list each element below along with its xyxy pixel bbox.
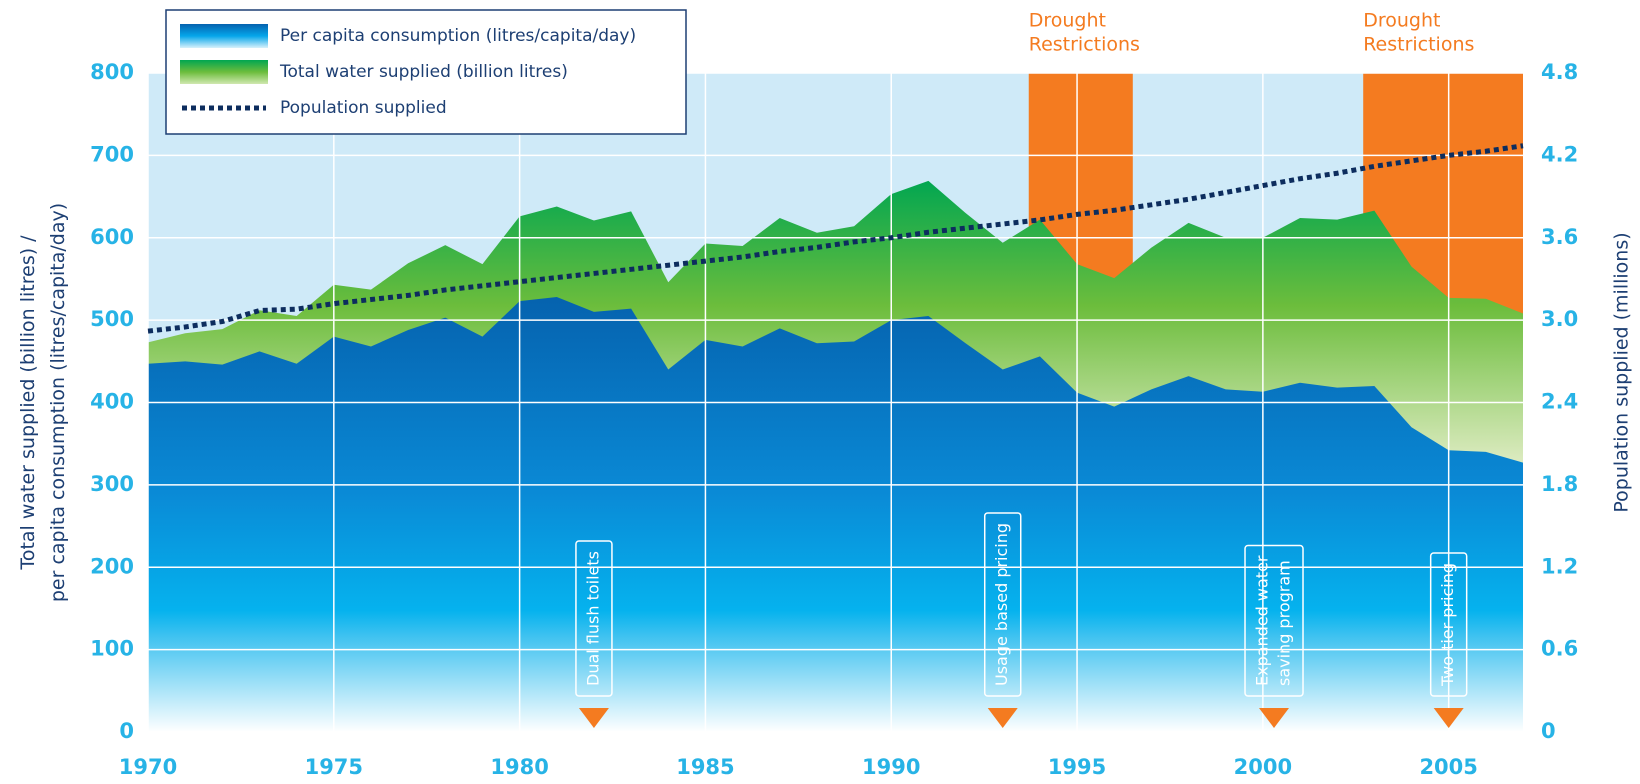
annotation-label: Expanded water <box>1253 555 1272 686</box>
annotation-label: Dual flush toilets <box>583 551 602 686</box>
x-tick-label: 1990 <box>862 755 920 779</box>
y2-tick-label: 3.6 <box>1541 225 1578 249</box>
annotation-marker <box>1433 708 1464 728</box>
x-tick-label: 1980 <box>490 755 548 779</box>
annotation-box <box>1244 544 1304 697</box>
legend-swatch <box>180 24 268 48</box>
legend-label: Per capita consumption (litres/capita/da… <box>280 26 636 46</box>
annotation-label: Usage based pricing <box>992 523 1011 686</box>
annotation-box <box>1429 552 1468 697</box>
legend-label: Population supplied <box>280 98 447 118</box>
y-tick-label: 0 <box>119 719 134 743</box>
y-tick-label: 100 <box>90 637 134 661</box>
y-axis-label-line: Total water supplied (billion litres) / <box>17 235 39 571</box>
annotation: Two-tier pricing <box>1429 552 1468 697</box>
annotation-marker <box>578 708 609 728</box>
x-tick-label: 1970 <box>119 755 177 779</box>
legend-label: Total water supplied (billion litres) <box>279 62 568 82</box>
annotation-marker <box>1259 708 1290 728</box>
y2-tick-label: 0 <box>1541 719 1556 743</box>
y2-tick-label: 1.2 <box>1541 554 1578 578</box>
x-tick-label: 2000 <box>1234 755 1292 779</box>
annotation: Expanded water saving program <box>1244 544 1304 697</box>
x-tick-label: 2005 <box>1419 755 1477 779</box>
y-tick-label: 200 <box>90 554 134 578</box>
annotation: Usage based pricing <box>983 512 1022 697</box>
y-tick-label: 600 <box>90 225 134 249</box>
shaded-period-label: Drought <box>1029 10 1106 32</box>
line <box>147 143 1524 334</box>
shaded-period-label: Restrictions <box>1029 34 1140 56</box>
annotation-marker <box>987 708 1018 728</box>
y2-axis-label: Population supplied (millions) <box>1611 232 1633 512</box>
annotation-box <box>575 540 613 697</box>
y-tick-label: 300 <box>90 472 134 496</box>
area <box>148 297 1523 732</box>
y-tick-label: 700 <box>90 142 134 166</box>
annotation-box <box>983 512 1022 697</box>
annotation: Dual flush toilets <box>575 540 613 697</box>
y2-tick-label: 0.6 <box>1541 637 1578 661</box>
y-axis-label-line: per capita consumption (litres/capita/da… <box>47 203 69 602</box>
x-tick-label: 1995 <box>1048 755 1106 779</box>
y-tick-label: 400 <box>90 390 134 414</box>
y2-tick-label: 3.0 <box>1541 307 1578 331</box>
shaded-period-label: Drought <box>1363 10 1440 32</box>
y-axis-label: Total water supplied (billion litres) / p… <box>17 203 69 602</box>
legend-swatch <box>180 60 268 84</box>
y2-tick-label: 2.4 <box>1541 390 1578 414</box>
y-tick-label: 800 <box>90 60 134 84</box>
y2-tick-label: 4.8 <box>1541 60 1578 84</box>
legend: Per capita consumption (litres/capita/da… <box>165 9 687 135</box>
y-tick-label: 500 <box>90 307 134 331</box>
annotation-label: saving program <box>1275 560 1294 686</box>
shaded-period-label: Restrictions <box>1363 34 1474 56</box>
y2-tick-label: 1.8 <box>1541 472 1578 496</box>
x-tick-label: 1985 <box>676 755 734 779</box>
annotation-label: Two-tier pricing <box>1438 563 1457 687</box>
y2-tick-label: 4.2 <box>1541 142 1578 166</box>
x-tick-label: 1975 <box>305 755 363 779</box>
